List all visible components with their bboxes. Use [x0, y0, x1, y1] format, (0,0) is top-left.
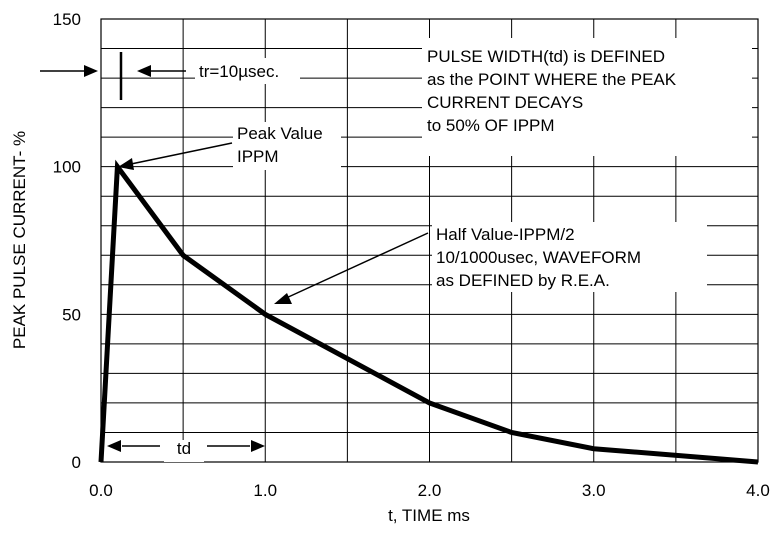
td-label-bg — [164, 440, 204, 462]
tr-label: tr=10µsec. — [199, 62, 279, 81]
peak-arrow-head — [118, 158, 134, 170]
tr-left-arrow-head — [84, 65, 98, 77]
y-tick-label: 150 — [53, 10, 81, 29]
td-left-arrow-head — [107, 440, 121, 452]
x-tick-label: 4.0 — [746, 481, 770, 500]
x-tick-label: 3.0 — [582, 481, 606, 500]
x-tick-label: 2.0 — [418, 481, 442, 500]
half-label-line-1: Half Value-IPPM/2 — [436, 225, 575, 244]
y-tick-labels: 0 50 100 150 — [53, 10, 81, 472]
definition-textbox-bg — [422, 38, 752, 156]
td-label: td — [177, 439, 191, 458]
tr-label-bg — [195, 58, 300, 84]
y-tick-label: 0 — [72, 453, 81, 472]
y-axis-title: PEAK PULSE CURRENT- % — [10, 131, 29, 349]
y-tick-label: 100 — [53, 158, 81, 177]
definition-line-3: CURRENT DECAYS — [427, 93, 583, 112]
td-right-arrow-head — [251, 440, 265, 452]
definition-line-2: as the POINT WHERE the PEAK — [427, 70, 677, 89]
pulse-waveform-line — [98, 159, 759, 465]
x-tick-label: 0.0 — [89, 481, 113, 500]
half-label-line-2: 10/1000usec, WAVEFORM — [436, 248, 641, 267]
tr-right-arrow-head — [137, 65, 151, 77]
peak-arrow-line — [130, 142, 233, 165]
definition-line-4: to 50% OF IPPM — [427, 116, 555, 135]
half-arrow-head — [274, 293, 292, 304]
plot-frame — [100, 18, 759, 463]
definition-line-1: PULSE WIDTH(td) is DEFINED — [427, 47, 665, 66]
y-tick-label: 50 — [62, 305, 81, 324]
peak-label-bg — [233, 122, 341, 170]
x-tick-labels: 0.0 1.0 2.0 3.0 4.0 — [89, 481, 770, 500]
peak-label-line-2: IPPM — [237, 147, 279, 166]
x-tick-label: 1.0 — [253, 481, 277, 500]
half-label-line-3: as DEFINED by R.E.A. — [436, 271, 610, 290]
half-arrow-line — [283, 232, 429, 300]
series-layer — [98, 159, 759, 465]
peak-label-line-1: Peak Value — [237, 124, 323, 143]
half-label-bg — [432, 222, 707, 292]
x-axis-title: t, TIME ms — [388, 506, 470, 525]
